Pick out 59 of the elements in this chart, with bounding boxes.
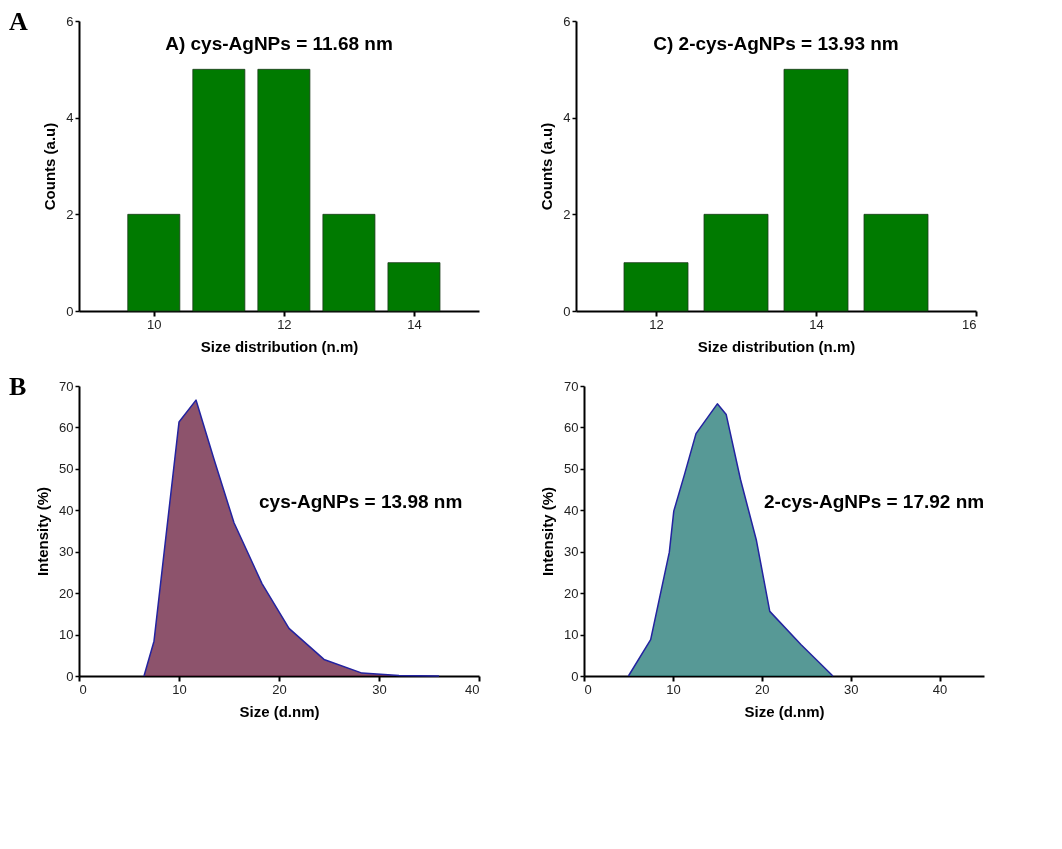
bar [127,213,181,312]
annotation: C) 2-cys-AgNPs = 13.93 nm [653,33,899,55]
x-tick-label: 0 [79,681,87,697]
x-tick-label: 14 [407,316,422,332]
y-tick-label: 4 [563,110,571,126]
y-tick-label: 0 [571,668,579,684]
bar [387,262,441,312]
y-tick-label: 30 [564,544,579,560]
x-tick-label: 30 [372,681,387,697]
y-tick-label: 10 [564,627,579,643]
x-tick-label: 0 [584,681,592,697]
bar [322,213,376,312]
y-tick-label: 2 [563,206,571,222]
y-axis-title: Intensity (%) [34,486,52,577]
annotation: A) cys-AgNPs = 11.68 nm [165,33,393,55]
x-tick-label: 20 [755,681,770,697]
x-axis-title: Size distribution (n.m) [200,337,359,355]
y-tick-label: 6 [563,13,571,29]
y-tick-label: 6 [66,13,74,29]
x-tick-label: 40 [932,681,948,697]
text: A [9,7,28,36]
y-tick-label: 0 [66,668,74,684]
y-tick-label: 70 [59,378,74,394]
x-axis-title: Size (d.nm) [744,702,825,720]
y-tick-label: 20 [564,585,579,601]
x-tick-label: 10 [147,316,162,332]
x-tick-label: 14 [809,316,824,332]
text: B [9,372,27,401]
x-tick-label: 10 [172,681,187,697]
x-tick-label: 12 [649,316,664,332]
annotation: 2-cys-AgNPs = 17.92 nm [764,491,985,512]
x-tick-label: 10 [666,681,681,697]
y-tick-label: 70 [564,378,579,394]
y-axis-title: Intensity (%) [539,486,557,577]
y-tick-label: 40 [564,502,579,518]
y-axis-title: Counts (a.u) [538,122,556,211]
y-tick-label: 0 [563,303,571,319]
bar [192,68,246,312]
x-axis-title: Size (d.nm) [239,702,320,720]
y-tick-label: 0 [66,303,74,319]
bar [257,68,311,312]
x-tick-label: 30 [843,681,859,697]
y-tick-label: 60 [564,419,579,435]
y-tick-label: 50 [59,461,74,477]
y-tick-label: 2 [66,206,74,222]
x-tick-label: 20 [272,681,287,697]
y-tick-label: 4 [66,110,74,126]
x-tick-label: 40 [465,681,480,697]
y-tick-label: 60 [59,419,74,435]
y-tick-label: 20 [59,585,74,601]
y-tick-label: 50 [564,461,579,477]
y-axis-title: Counts (a.u) [41,122,59,211]
y-tick-label: 40 [59,502,74,518]
y-tick-label: 10 [59,627,74,643]
annotation: cys-AgNPs = 13.98 nm [259,491,463,512]
y-tick-label: 30 [59,544,74,560]
x-tick-label: 12 [277,316,292,332]
x-tick-label: 16 [962,316,977,332]
x-axis-title: Size distribution (n.m) [697,337,856,355]
